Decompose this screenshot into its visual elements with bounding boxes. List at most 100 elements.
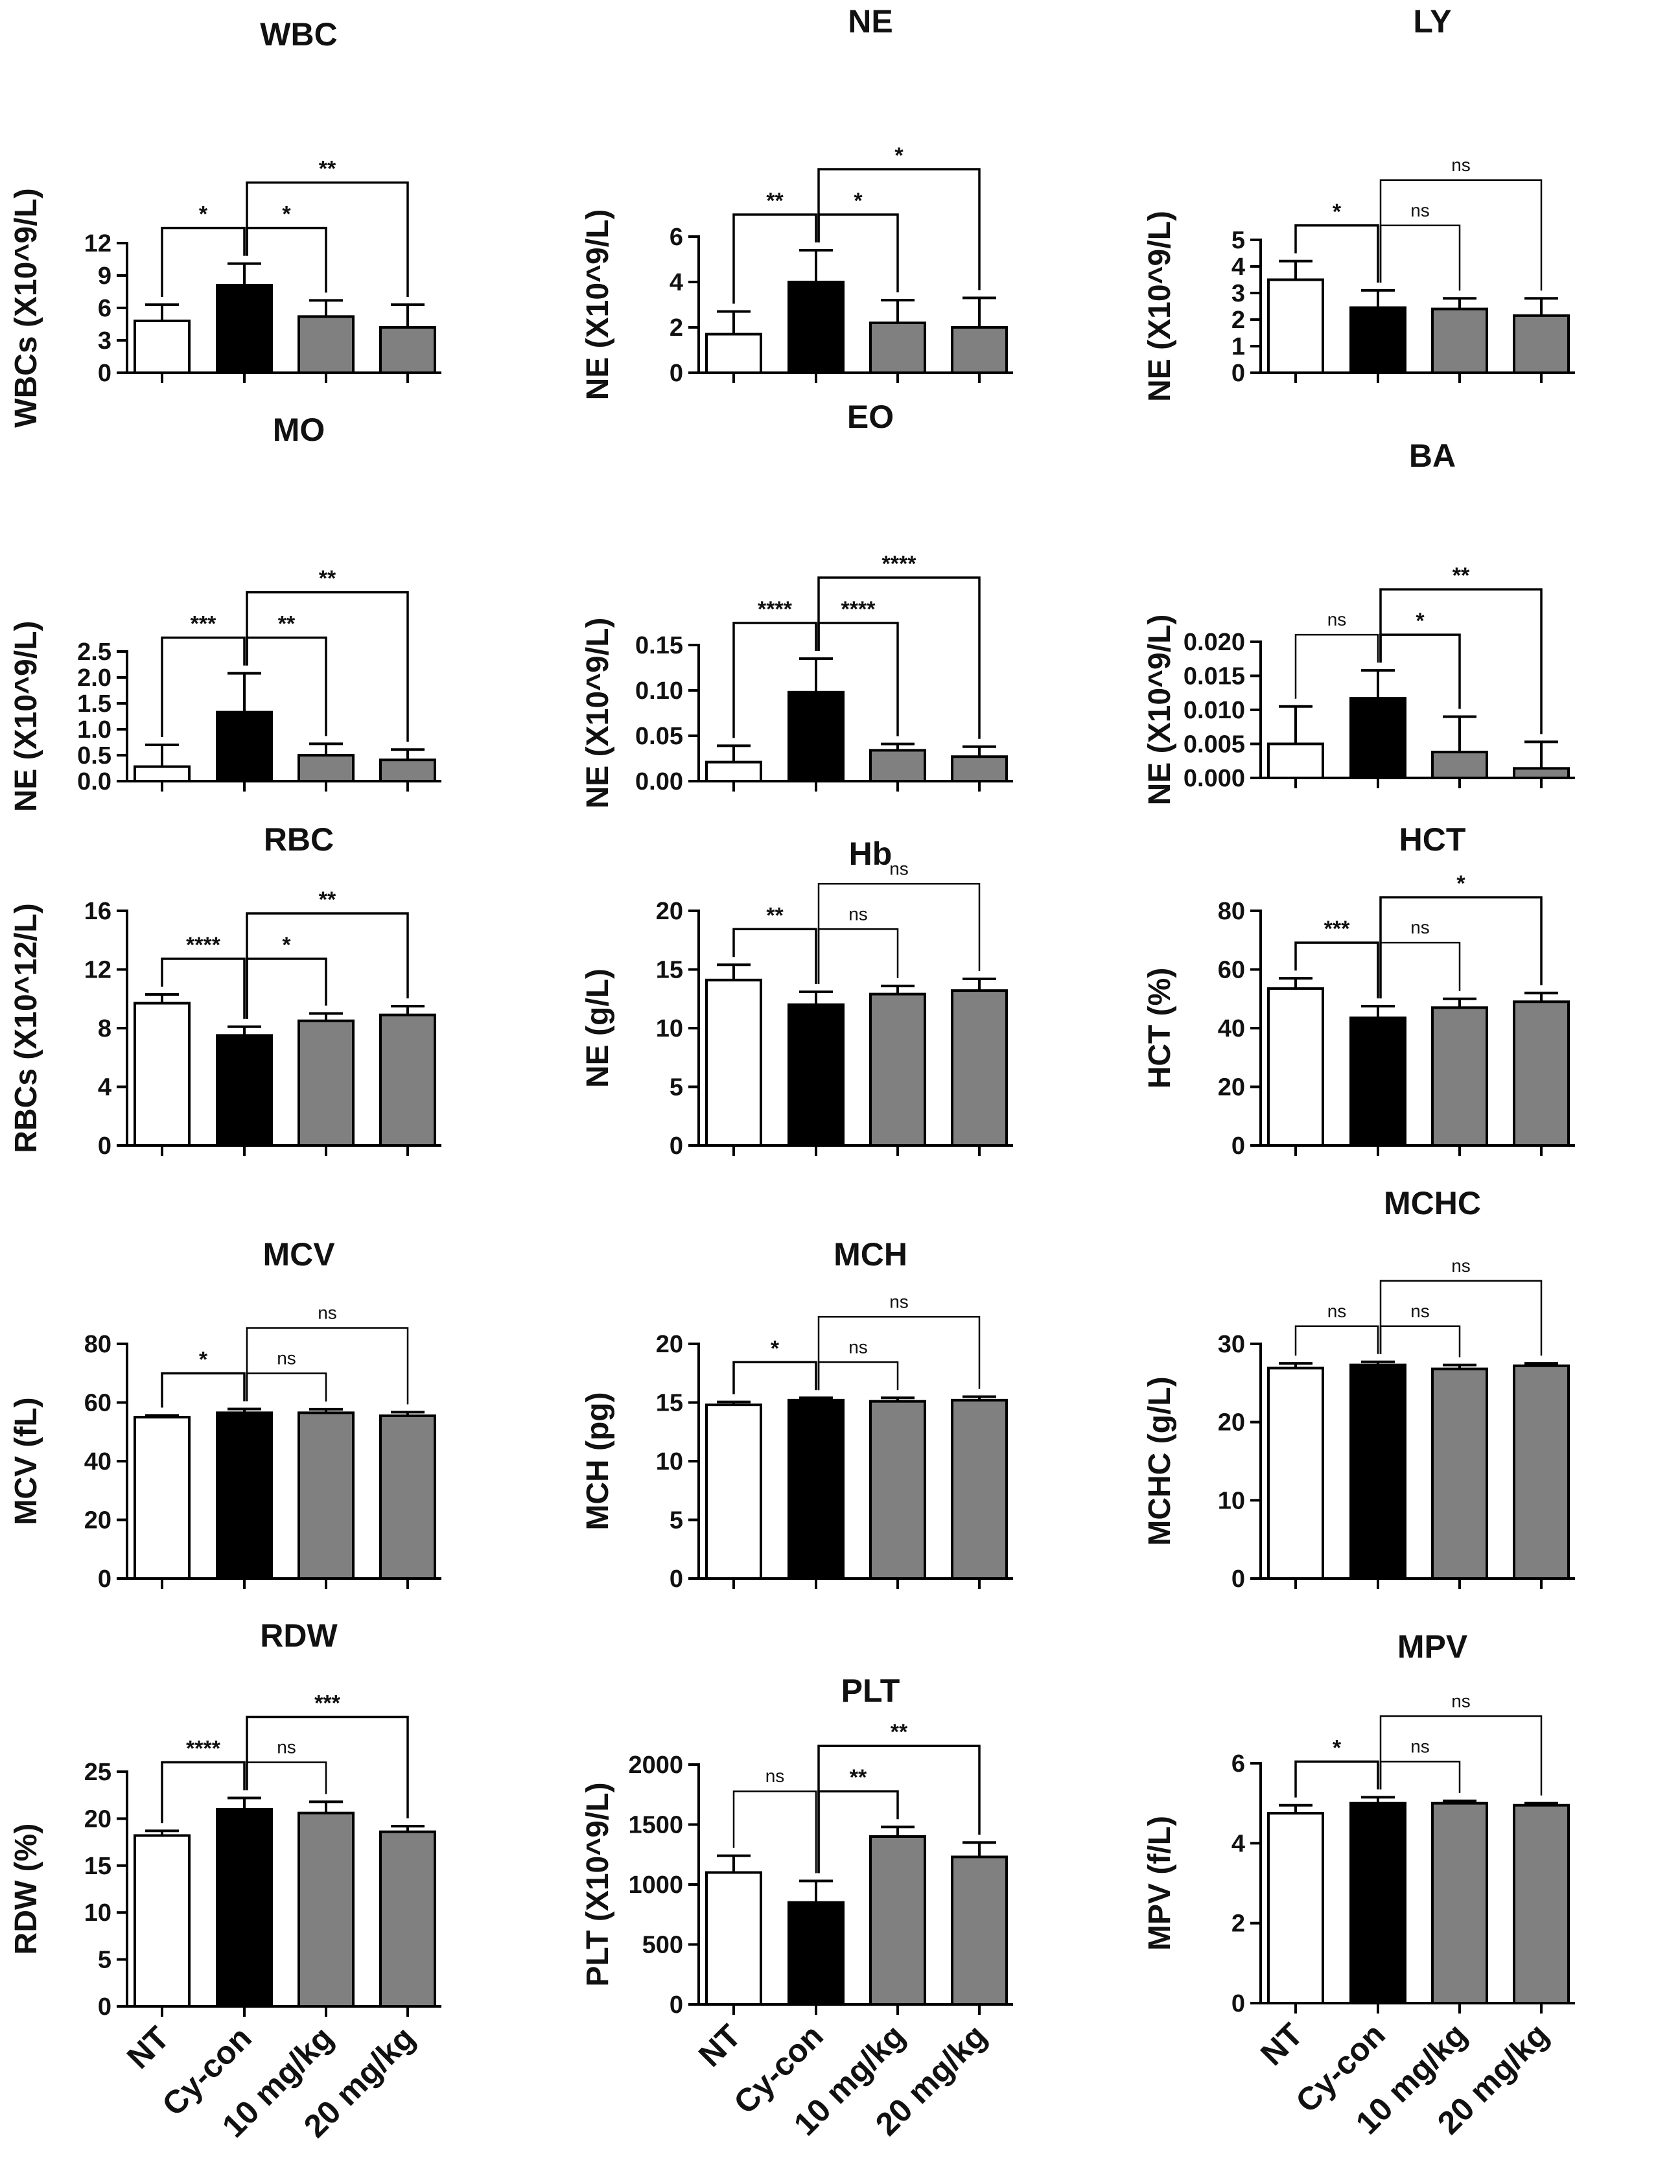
- y-tick-label: 20: [1218, 1409, 1245, 1437]
- significance-label: ****: [186, 1737, 221, 1761]
- bar-cy-con: [788, 1398, 845, 1580]
- bar-cy-con: [1349, 1363, 1406, 1580]
- significance-label: ***: [191, 612, 216, 637]
- y-tick-label: 0.05: [635, 723, 683, 750]
- y-tick-label: 80: [84, 1331, 111, 1358]
- significance-bracket: [732, 1790, 817, 1873]
- y-axis-label: NE (X10^9/L): [1143, 211, 1177, 402]
- significance-bracket: [1379, 1325, 1461, 1357]
- chart-hb: Hb NE (g/L) 0 5 10 15 20 ** ns ns: [581, 836, 1013, 1160]
- y-tick-label: 0.015: [1184, 663, 1245, 690]
- y-tick-label: 1: [1231, 333, 1245, 360]
- bar-20-mg-kg: [379, 1830, 436, 2008]
- chart-mchc: MCHC MCHC (g/L) 0 10 20 30 ns ns ns: [1143, 1185, 1575, 1593]
- significance-label: ns: [848, 1337, 868, 1357]
- y-axis-label: NE (X10^9/L): [581, 618, 615, 809]
- chart-title: HCT: [1399, 821, 1466, 858]
- bar-10-mg-kg: [1431, 1802, 1488, 2005]
- y-tick-label: 5: [670, 1074, 683, 1101]
- significance-label: ns: [1410, 1301, 1430, 1321]
- significance-bracket: [1379, 896, 1543, 999]
- significance-bracket: [817, 883, 981, 984]
- y-tick-label: 9: [98, 263, 111, 290]
- significance-label: *: [854, 189, 863, 213]
- significance-bracket: [1379, 1280, 1543, 1356]
- significance-bracket: [817, 928, 899, 984]
- bar-nt: [705, 1871, 762, 2006]
- significance-bracket: [732, 1361, 817, 1394]
- chart-ba: BA NE (X10^9/L) 0.000 0.005 0.010 0.015 0.020 n…: [1143, 438, 1575, 805]
- bar-cy-con: [216, 284, 273, 374]
- y-tick-label: 4: [670, 269, 683, 296]
- significance-label: **: [319, 567, 336, 591]
- significance-label: ns: [1410, 200, 1430, 220]
- bar-20-mg-kg: [1513, 1803, 1570, 2004]
- y-tick-label: 12: [84, 230, 111, 257]
- y-tick-label: 4: [1231, 1830, 1245, 1857]
- chart-plt: PLT PLT (X10^9/L) 0 500 1000 1500 2000 ns ** ** NT…: [581, 1673, 1013, 2143]
- y-tick-label: 1000: [628, 1872, 683, 1899]
- significance-label: *: [1333, 1735, 1342, 1760]
- bar-nt: [134, 1834, 191, 2008]
- y-axis-label: PLT (X10^9/L): [581, 1782, 615, 1986]
- significance-label: *: [1416, 609, 1425, 633]
- y-tick-label: 2: [670, 314, 683, 342]
- bar-nt: [705, 760, 762, 782]
- y-axis-label: NE (X10^9/L): [581, 209, 615, 401]
- bar-10-mg-kg: [869, 322, 926, 374]
- y-tick-label: 0: [670, 1991, 683, 2019]
- significance-bracket: [1294, 1325, 1379, 1356]
- significance-bracket: [1379, 941, 1461, 999]
- y-axis-label: NE (g/L): [581, 969, 615, 1088]
- y-tick-label: 2.5: [77, 639, 111, 666]
- y-tick-label: 0: [1231, 1133, 1245, 1160]
- significance-bracket: [817, 1361, 899, 1391]
- bar-20-mg-kg: [1513, 1000, 1570, 1147]
- chart-title: RBC: [264, 821, 334, 858]
- significance-label: *: [199, 202, 208, 227]
- bar-cy-con: [216, 1411, 273, 1580]
- chart-hct: HCT HCT (%) 0 20 40 60 80 *** ns *: [1143, 821, 1575, 1160]
- y-tick-label: 1.5: [77, 690, 111, 718]
- y-tick-label: 5: [1231, 227, 1245, 254]
- bar-nt: [1267, 1812, 1324, 2004]
- y-tick-label: 1.0: [77, 716, 111, 744]
- y-tick-label: 40: [1218, 1015, 1245, 1042]
- significance-bracket: [246, 1715, 409, 1818]
- chart-title: MO: [273, 412, 325, 448]
- significance-bracket: [732, 928, 817, 984]
- significance-label: ns: [848, 904, 868, 924]
- chart-mch: MCH MCH (pg) 0 5 10 15 20 * ns ns: [581, 1236, 1013, 1593]
- significance-bracket: [1379, 1715, 1543, 1796]
- significance-label: **: [278, 612, 296, 637]
- y-tick-label: 3: [1231, 280, 1245, 307]
- significance-label: **: [319, 157, 336, 182]
- bar-10-mg-kg: [1431, 1006, 1488, 1147]
- chart-title: BA: [1409, 438, 1456, 474]
- y-tick-label: 3: [98, 327, 111, 355]
- y-tick-label: 2: [1231, 1910, 1245, 1938]
- significance-label: ns: [277, 1737, 296, 1757]
- y-tick-label: 2: [1231, 307, 1245, 334]
- bar-nt: [134, 1416, 191, 1580]
- significance-label: ns: [889, 1291, 909, 1311]
- significance-bracket: [161, 1761, 246, 1824]
- significance-label: **: [766, 189, 784, 213]
- significance-bracket: [1379, 588, 1543, 734]
- significance-bracket: [817, 1316, 981, 1391]
- bar-20-mg-kg: [951, 326, 1008, 374]
- bar-10-mg-kg: [298, 1019, 355, 1147]
- y-tick-label: 10: [656, 1015, 683, 1042]
- bar-cy-con: [788, 1901, 845, 2006]
- bar-nt: [134, 1002, 191, 1147]
- y-tick-label: 0: [98, 1566, 111, 1593]
- significance-bracket: [732, 622, 817, 738]
- x-category-label: NT: [692, 2017, 748, 2074]
- bar-cy-con: [1349, 306, 1406, 374]
- significance-label: **: [891, 1720, 908, 1744]
